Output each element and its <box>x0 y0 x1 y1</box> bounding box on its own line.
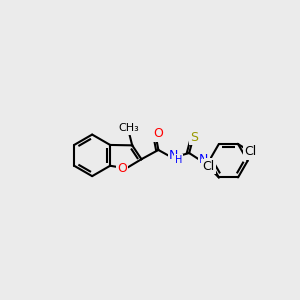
Text: N: N <box>199 153 208 166</box>
Text: O: O <box>117 162 127 175</box>
Text: O: O <box>153 127 163 140</box>
Text: S: S <box>190 131 199 144</box>
Text: N: N <box>169 149 178 162</box>
Text: Cl: Cl <box>203 160 215 173</box>
Text: H: H <box>175 155 182 165</box>
Text: H: H <box>205 159 212 169</box>
Text: Cl: Cl <box>244 145 256 158</box>
Text: CH₃: CH₃ <box>119 123 140 134</box>
